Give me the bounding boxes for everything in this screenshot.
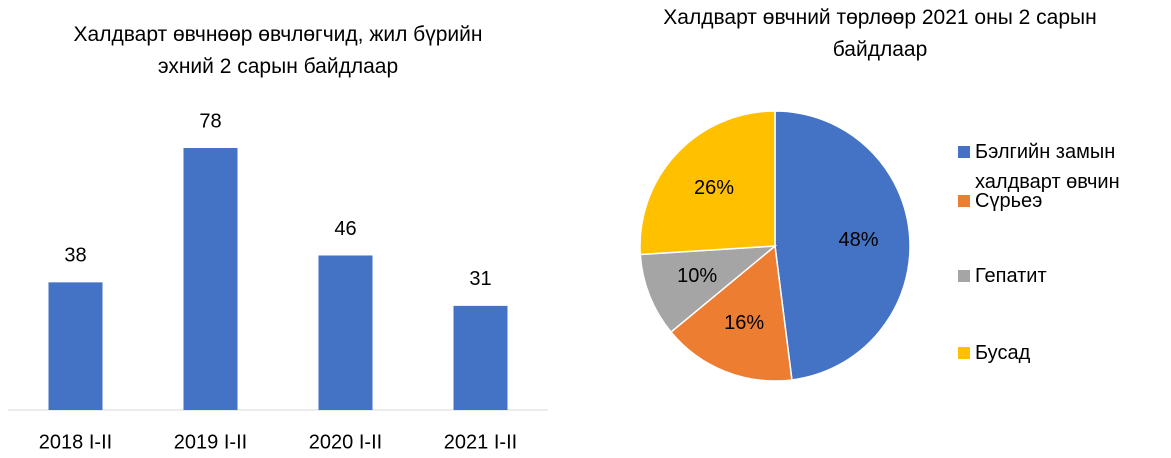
- pie-slice: [774, 110, 911, 381]
- legend-item: Гепатит: [958, 261, 1168, 291]
- legend-label: Бэлгийн замын халдварт өвчин: [975, 141, 1120, 193]
- bar: [453, 305, 508, 410]
- pie-slice: [639, 245, 778, 334]
- legend-swatch: [958, 146, 970, 158]
- x-tick-label: 2021 I-II: [444, 431, 517, 453]
- legend-item: Бусад: [958, 338, 1168, 368]
- data-label: 16%: [724, 312, 764, 334]
- legend-swatch: [958, 347, 970, 359]
- pie-slice: [669, 244, 793, 382]
- x-tick-label: 2018 I-II: [39, 431, 112, 453]
- x-tick-label: 2020 I-II: [309, 431, 382, 453]
- bar: [318, 255, 373, 410]
- data-label: 46: [334, 218, 356, 240]
- x-tick-label: 2019 I-II: [174, 431, 247, 453]
- legend-item: Бэлгийн замын халдварт өвчин: [958, 137, 1168, 197]
- legend-swatch: [958, 195, 970, 207]
- bar: [183, 148, 238, 410]
- legend-label: Бусад: [975, 342, 1031, 364]
- pie-chart-title: Халдварт өвчний төрлөөр 2021 оны 2 сарын…: [663, 6, 1097, 61]
- legend-label: Гепатит: [975, 265, 1047, 287]
- data-label: 10%: [677, 265, 717, 287]
- legend-item: Сүрьеэ: [958, 186, 1168, 216]
- data-label: 78: [199, 110, 221, 132]
- data-label: 48%: [839, 229, 879, 251]
- data-label: 31: [469, 268, 491, 290]
- data-label: 38: [64, 245, 86, 267]
- data-label: 26%: [694, 177, 734, 199]
- legend-swatch: [958, 270, 970, 282]
- pie-slice: [639, 110, 776, 256]
- legend-label: Сүрьеэ: [975, 190, 1043, 212]
- bar-chart-title: Халдварт өвчнөөр өвчлөгчид, жил бүрийн э…: [73, 23, 483, 78]
- bar: [48, 282, 103, 410]
